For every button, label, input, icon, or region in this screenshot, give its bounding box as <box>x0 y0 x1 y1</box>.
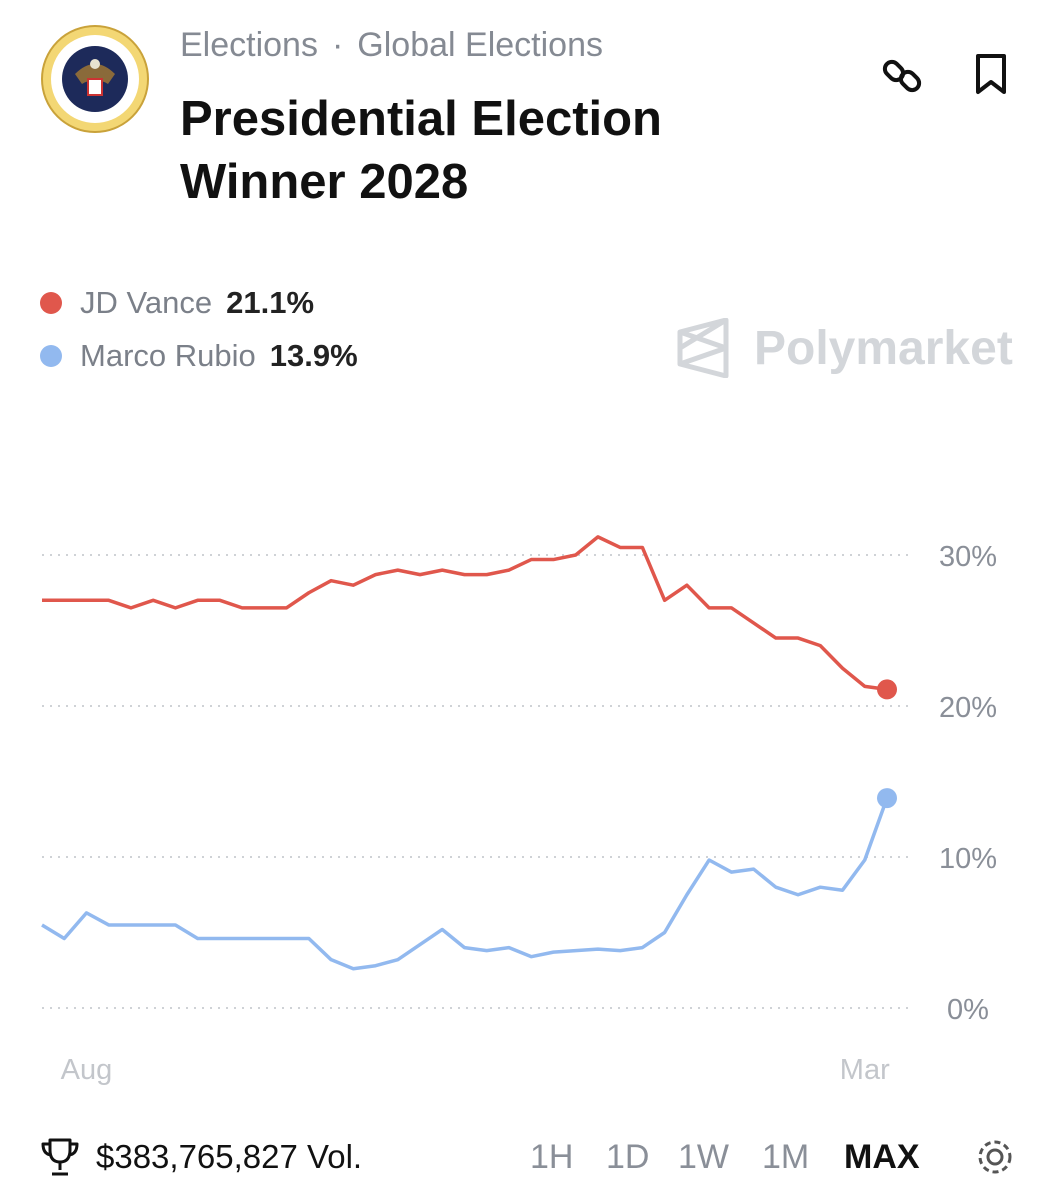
range-button[interactable]: 1D <box>606 1138 650 1176</box>
x-tick-label: Aug <box>61 1054 113 1086</box>
range-button[interactable]: MAX <box>844 1138 920 1176</box>
volume: $383,765,827 Vol. <box>96 1138 363 1175</box>
legend-dot <box>40 292 62 314</box>
series-line <box>41 797 889 971</box>
end-dot <box>877 788 897 809</box>
series-line <box>42 535 888 692</box>
range-button[interactable]: 1H <box>530 1138 574 1176</box>
breadcrumb: Elections · Global Elections <box>180 26 603 64</box>
bookmark-icon[interactable] <box>972 52 1012 98</box>
legend-value: 13.9% <box>269 338 358 373</box>
watermark-logo <box>677 318 729 378</box>
range-button[interactable]: 1M <box>762 1138 810 1176</box>
legend-item: Marco Rubio 13.9% <box>40 338 358 374</box>
y-tick-label: 30% <box>939 541 997 573</box>
breadcrumb-item[interactable]: Global Elections <box>357 26 603 64</box>
seal-icon <box>41 25 149 133</box>
legend-value: 21.1% <box>226 285 315 320</box>
footer: $383,765,827 Vol. 1H 1D 1W 1M MAX <box>40 1134 1040 1180</box>
trophy-icon <box>41 1138 79 1176</box>
legend-label: JD Vance <box>80 285 213 320</box>
y-tick-label: 10% <box>939 843 997 875</box>
market-title: Presidential Election Winner 2028 <box>180 92 662 209</box>
breadcrumb-item[interactable]: Elections <box>180 26 318 64</box>
settings-icon[interactable] <box>972 1134 1018 1180</box>
end-dot <box>877 679 897 700</box>
y-tick-label: 20% <box>939 692 997 724</box>
watermark: Polymarket <box>676 318 1013 378</box>
y-tick-label: 0% <box>947 994 989 1026</box>
watermark-text: Polymarket <box>754 321 1013 375</box>
chart: 0% 10% 20% 30% Aug Mar <box>41 535 997 1086</box>
legend-dot <box>40 345 62 367</box>
x-tick-label: Mar <box>840 1054 890 1086</box>
legend-label: Marco Rubio <box>80 338 256 373</box>
link-icon[interactable] <box>880 52 928 100</box>
range-button[interactable]: 1W <box>678 1138 729 1176</box>
legend-item: JD Vance 21.1% <box>40 285 314 321</box>
